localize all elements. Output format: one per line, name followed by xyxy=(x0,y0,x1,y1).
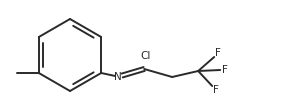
Text: F: F xyxy=(213,85,219,95)
Text: Cl: Cl xyxy=(140,51,150,61)
Text: F: F xyxy=(222,65,228,75)
Text: F: F xyxy=(215,48,221,58)
Text: N: N xyxy=(114,72,122,82)
